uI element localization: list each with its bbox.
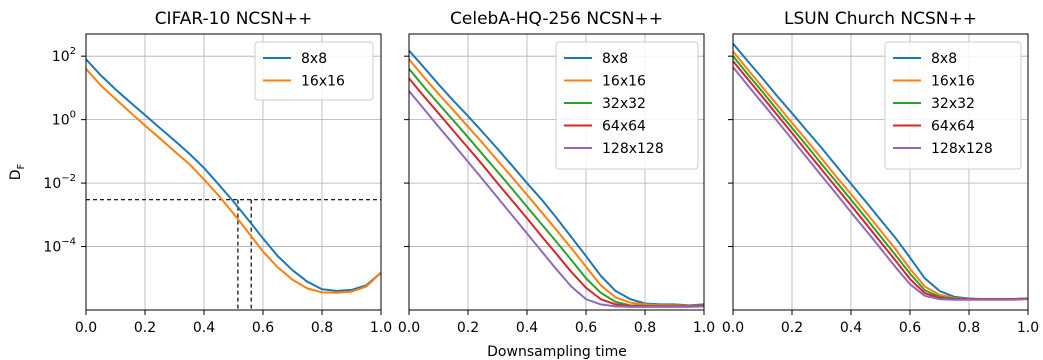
panel-1-series-8x8-line [85, 58, 382, 292]
panel-2-x-tick-label: 1.0 [693, 320, 715, 336]
tick-base: 10 [43, 240, 61, 256]
panel-3-legend-label-8x8: 8x8 [931, 51, 957, 67]
panel-3-legend-label-128x128: 128x128 [931, 141, 993, 157]
panel-2-legend-label-64x64: 64x64 [602, 119, 646, 135]
tick-exponent: −4 [61, 237, 76, 248]
panel-1-y-tick-label: 102 [52, 46, 76, 65]
panel-1-axes-frame [85, 33, 382, 311]
panel-3-title: LSUN Church NCSN++ [784, 9, 977, 29]
panel-1-legend-label-16x16: 16x16 [301, 74, 345, 90]
tick-base: 10 [52, 113, 70, 129]
panel-3-axes-frame [732, 33, 1029, 311]
panel-2-x-tick-label: 0.2 [457, 320, 479, 336]
panel-3-x-tick-label: 0.8 [958, 320, 980, 336]
panel-2-axes-frame [408, 33, 705, 311]
panel-3-x-tick-label: 0.2 [781, 320, 803, 336]
panel-1-x-tick-label: 0.8 [311, 320, 333, 336]
panel-3-x-tick-label: 0.0 [722, 320, 744, 336]
panel-1-legend-label-8x8: 8x8 [301, 51, 327, 67]
y-axis-label-sub: F [16, 163, 27, 169]
panel-2-x-tick-label: 0.8 [634, 320, 656, 336]
panel-3-legend-label-16x16: 16x16 [931, 74, 975, 90]
y-axis-label-base: D [8, 169, 24, 180]
tick-exponent: −2 [61, 173, 76, 184]
panel-1-x-tick-label: 0.4 [193, 320, 215, 336]
panel-3-series-128x128-line [732, 66, 1029, 301]
panel-2-series-16x16-line [408, 58, 705, 307]
panel-1-series-16x16-line [85, 68, 382, 294]
panel-1-y-tick-label: 10−2 [43, 173, 76, 192]
panel-3-x-tick-label: 1.0 [1017, 320, 1039, 336]
panel-2-legend-label-32x32: 32x32 [602, 96, 646, 112]
panel-1-x-tick-label: 1.0 [370, 320, 392, 336]
panel-1-legend-box [254, 41, 374, 101]
panel-3-legend-box [884, 41, 1022, 170]
tick-exponent: 2 [70, 46, 76, 57]
panel-1-x-tick-label: 0.2 [134, 320, 156, 336]
panel-2-x-tick-label: 0.4 [516, 320, 538, 336]
panel-1-x-tick-label: 0.6 [252, 320, 274, 336]
panel-2-title: CelebA-HQ-256 NCSN++ [450, 9, 663, 29]
x-axis-label: Downsampling time [487, 344, 627, 360]
tick-base: 10 [52, 49, 70, 65]
panel-2-x-tick-label: 0.0 [398, 320, 420, 336]
panel-3-x-tick-label: 0.4 [840, 320, 862, 336]
panel-2-legend-label-8x8: 8x8 [602, 51, 628, 67]
panel-2-series-128x128-line [408, 90, 705, 308]
panel-2-legend-box [555, 41, 699, 170]
tick-base: 10 [43, 176, 61, 192]
panel-1-y-tick-label: 100 [52, 110, 76, 129]
panel-2-x-tick-label: 0.6 [575, 320, 597, 336]
panel-1-title: CIFAR-10 NCSN++ [155, 9, 313, 29]
panel-3-legend-label-64x64: 64x64 [931, 119, 975, 135]
panel-3-legend-label-32x32: 32x32 [931, 96, 975, 112]
panel-1-x-tick-label: 0.0 [75, 320, 97, 336]
panel-1-y-tick-label: 10−4 [43, 237, 76, 256]
panel-3-x-tick-label: 0.6 [899, 320, 921, 336]
tick-exponent: 0 [70, 110, 76, 121]
y-axis-label: DF [8, 163, 27, 180]
panel-2-legend-label-128x128: 128x128 [602, 141, 664, 157]
panel-2-legend-label-16x16: 16x16 [602, 74, 646, 90]
